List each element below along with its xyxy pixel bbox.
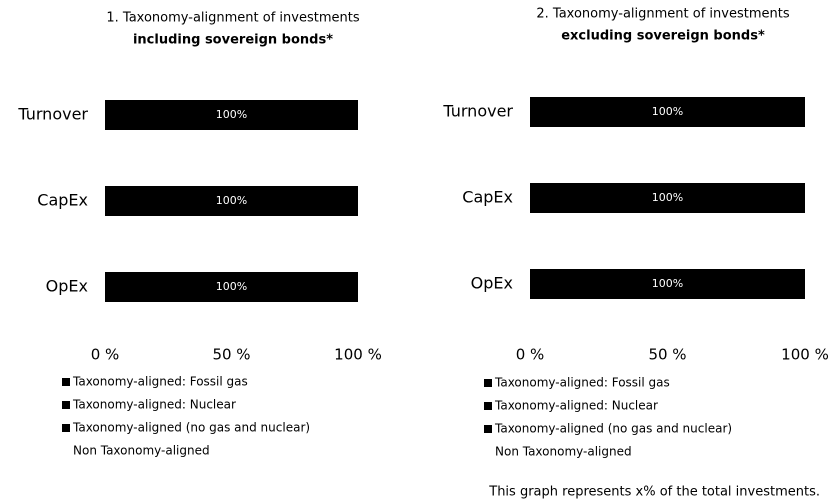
legend-label: Taxonomy-aligned: Fossil gas (72, 375, 248, 389)
legend-marker (484, 379, 492, 387)
legend-marker (62, 424, 70, 432)
x-tick-label: 100 % (334, 346, 382, 364)
value-label: 100% (216, 194, 247, 207)
legend-label: Taxonomy-aligned (no gas and nuclear) (72, 421, 310, 435)
value-label: 100% (652, 105, 683, 118)
chart-title: 1. Taxonomy-alignment of investments (106, 11, 359, 26)
chart-title: 2. Taxonomy-alignment of investments (536, 7, 789, 22)
legend-marker (62, 378, 70, 386)
legend-label: Taxonomy-aligned: Nuclear (72, 398, 236, 412)
value-label: 100% (216, 280, 247, 293)
legend-marker (62, 401, 70, 409)
bar-segment (530, 183, 805, 213)
bar-segment (105, 272, 358, 302)
legend-label: Taxonomy-aligned: Fossil gas (494, 376, 670, 390)
note: This graph represents x% of the total in… (488, 485, 820, 500)
category-label: CapEx (462, 188, 513, 207)
value-label: 100% (652, 277, 683, 290)
x-tick-label: 0 % (91, 346, 120, 364)
chart-subtitle: excluding sovereign bonds* (561, 29, 765, 44)
category-label: CapEx (37, 191, 88, 210)
legend-marker (484, 425, 492, 433)
category-label: OpEx (46, 277, 88, 296)
legend-marker (484, 402, 492, 410)
x-tick-label: 100 % (781, 346, 829, 364)
category-label: Turnover (442, 102, 513, 121)
legend-label: Taxonomy-aligned: Nuclear (494, 399, 658, 413)
legend-label: Non Taxonomy-aligned (73, 444, 210, 458)
bar-segment (105, 100, 358, 130)
value-label: 100% (652, 191, 683, 204)
category-label: Turnover (17, 105, 88, 124)
x-tick-label: 50 % (212, 346, 250, 364)
bar-segment (530, 97, 805, 127)
legend-label: Taxonomy-aligned (no gas and nuclear) (494, 422, 732, 436)
category-label: OpEx (471, 274, 513, 293)
x-tick-label: 50 % (648, 346, 686, 364)
legend-label: Non Taxonomy-aligned (495, 445, 632, 459)
x-tick-label: 0 % (516, 346, 545, 364)
value-label: 100% (216, 108, 247, 121)
bar-segment (530, 269, 805, 299)
chart-subtitle: including sovereign bonds* (133, 33, 333, 48)
bar-segment (105, 186, 358, 216)
